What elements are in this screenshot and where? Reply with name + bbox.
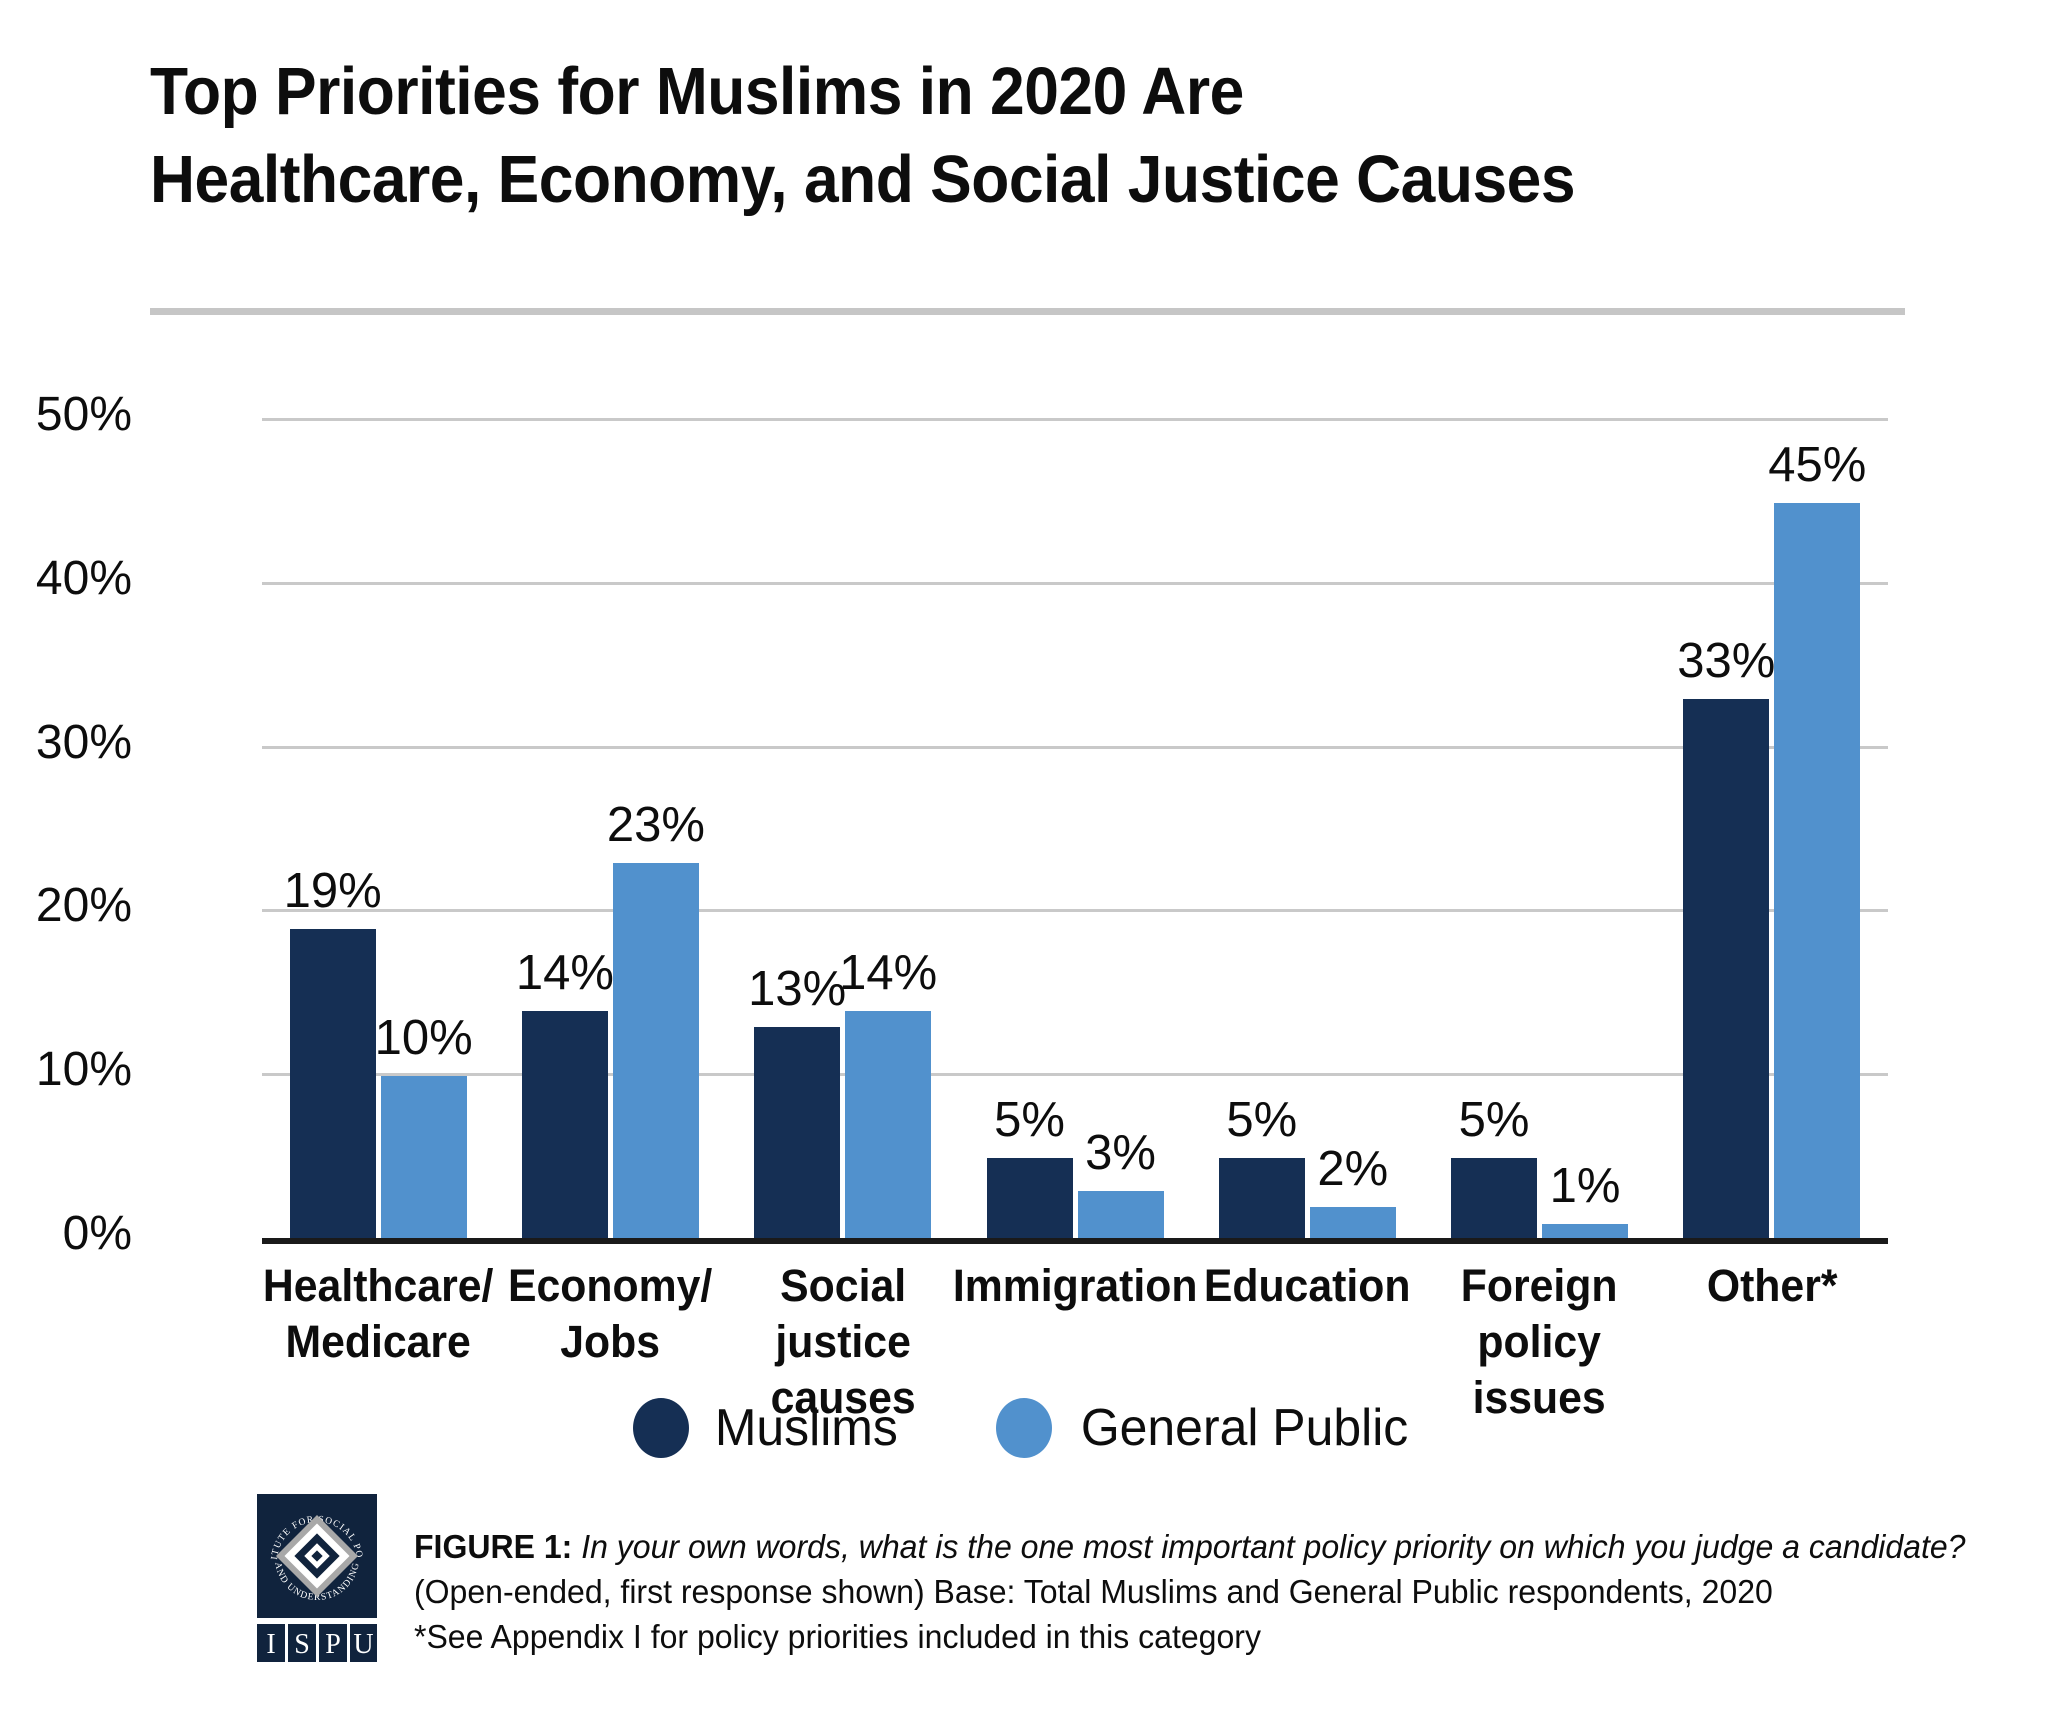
category-label-line: Economy/ (508, 1260, 713, 1311)
category-label-6: Other* (1639, 1258, 1905, 1314)
category-label-line: Education (1203, 1260, 1411, 1311)
category-label-1: Economy/Jobs (477, 1258, 743, 1370)
bar-muslims-3[interactable] (986, 1158, 1073, 1240)
bar-value-label-muslims-1: 14% (515, 945, 614, 1000)
bar-general-public-3[interactable] (1077, 1190, 1164, 1240)
bar-general-public-2[interactable] (845, 1010, 932, 1240)
bar-general-public-0[interactable] (380, 1076, 467, 1240)
y-tick-label-10: 10% (35, 1043, 132, 1097)
ispu-logo-svg: INSTITUTE FOR SOCIAL POLICY AND UNDERSTA… (249, 1487, 377, 1662)
y-tick-label-20: 20% (35, 879, 132, 933)
category-label-line: Foreign policy (1461, 1260, 1618, 1367)
figure-number: FIGURE 1: (414, 1528, 573, 1565)
bar-value-label-general-public-6: 45% (1768, 437, 1867, 492)
legend-label: Muslims (714, 1399, 898, 1457)
caption-line-1: FIGURE 1: In your own words, what is the… (414, 1524, 1965, 1569)
category-label-4: Education (1174, 1258, 1440, 1314)
bar-value-label-muslims-5: 5% (1458, 1093, 1530, 1148)
bar-general-public-6[interactable] (1774, 502, 1861, 1240)
logo-letter-boxes: I S P U (257, 1624, 377, 1662)
legend-swatch-circle-icon (633, 1398, 690, 1458)
bar-value-label-muslims-2: 13% (748, 962, 847, 1017)
x-axis-line (262, 1238, 1888, 1244)
bar-value-label-muslims-6: 33% (1677, 634, 1776, 689)
bar-value-label-general-public-3: 3% (1085, 1125, 1156, 1180)
gridline-50 (262, 418, 1888, 421)
category-label-line: Healthcare/ (262, 1260, 494, 1311)
gridline-10 (262, 1073, 1888, 1077)
bar-value-label-muslims-0: 19% (283, 863, 382, 918)
gridline-20 (262, 909, 1888, 913)
page-title: Top Priorities for Muslims in 2020 Are H… (150, 48, 1950, 224)
ispu-logo: INSTITUTE FOR SOCIAL POLICY AND UNDERSTA… (249, 1487, 381, 1664)
y-tick-label-30: 30% (35, 715, 132, 769)
category-label-5: Foreign policy issues (1406, 1258, 1672, 1426)
svg-text:I: I (266, 1629, 275, 1660)
y-tick-label-40: 40% (35, 551, 132, 605)
title-divider (150, 308, 1905, 315)
title-line-1: Top Priorities for Muslims in 2020 Are (150, 54, 1244, 129)
category-label-0: Healthcare/Medicare (245, 1258, 511, 1370)
figure-question: In your own words, what is the one most … (581, 1528, 1966, 1565)
bar-value-label-general-public-1: 23% (606, 798, 705, 853)
bar-value-label-muslims-4: 5% (1226, 1093, 1298, 1148)
bar-general-public-5[interactable] (1542, 1223, 1629, 1240)
bar-muslims-2[interactable] (754, 1027, 841, 1240)
category-label-line: Jobs (560, 1316, 661, 1367)
category-label-line: Social justice (774, 1260, 911, 1367)
gridline-40 (262, 581, 1888, 585)
legend-label: General Public (1080, 1399, 1409, 1457)
title-line-2: Healthcare, Economy, and Social Justice … (150, 142, 1576, 217)
legend-item-general-public[interactable]: General Public (995, 1398, 1415, 1458)
bar-value-label-general-public-2: 14% (839, 945, 938, 1000)
category-label-3: Immigration (942, 1258, 1208, 1314)
bar-muslims-6[interactable] (1683, 699, 1770, 1240)
category-label-line: Other* (1706, 1260, 1838, 1311)
figure-caption: FIGURE 1: In your own words, what is the… (414, 1524, 1965, 1659)
chart-legend: Muslims General Public (0, 1398, 2048, 1458)
bar-value-label-general-public-4: 2% (1317, 1142, 1389, 1197)
caption-line-3: *See Appendix I for policy priorities in… (414, 1618, 1261, 1655)
bar-value-label-muslims-3: 5% (994, 1093, 1065, 1148)
y-tick-label-0: 0% (62, 1207, 132, 1260)
bar-muslims-5[interactable] (1451, 1158, 1538, 1240)
bar-value-label-general-public-0: 10% (374, 1011, 473, 1066)
gridline-30 (262, 745, 1888, 749)
y-tick-label-50: 50% (35, 388, 132, 441)
plot-area: 19% 10% 14% 23% 13% 14% 5% 3% 5% 2% 5% 1% 33% 45% (262, 418, 1888, 1240)
legend-item-muslims[interactable]: Muslims (633, 1398, 902, 1458)
category-label-line: causes (770, 1372, 916, 1423)
bar-general-public-1[interactable] (612, 863, 699, 1240)
svg-text:U: U (353, 1629, 373, 1660)
bar-muslims-4[interactable] (1218, 1158, 1305, 1240)
svg-text:P: P (325, 1629, 341, 1660)
caption-line-2: (Open-ended, first response shown) Base:… (414, 1573, 1773, 1610)
bar-general-public-4[interactable] (1309, 1207, 1396, 1240)
category-label-line: Immigration (952, 1260, 1198, 1311)
legend-swatch-circle-icon (995, 1398, 1052, 1458)
bar-muslims-0[interactable] (289, 928, 376, 1240)
svg-text:S: S (294, 1629, 310, 1660)
category-label-2: Social justice causes (710, 1258, 976, 1426)
bar-muslims-1[interactable] (521, 1010, 608, 1240)
category-label-line: issues (1473, 1372, 1607, 1423)
category-label-line: Medicare (285, 1316, 471, 1367)
bar-value-label-general-public-5: 1% (1549, 1158, 1621, 1213)
